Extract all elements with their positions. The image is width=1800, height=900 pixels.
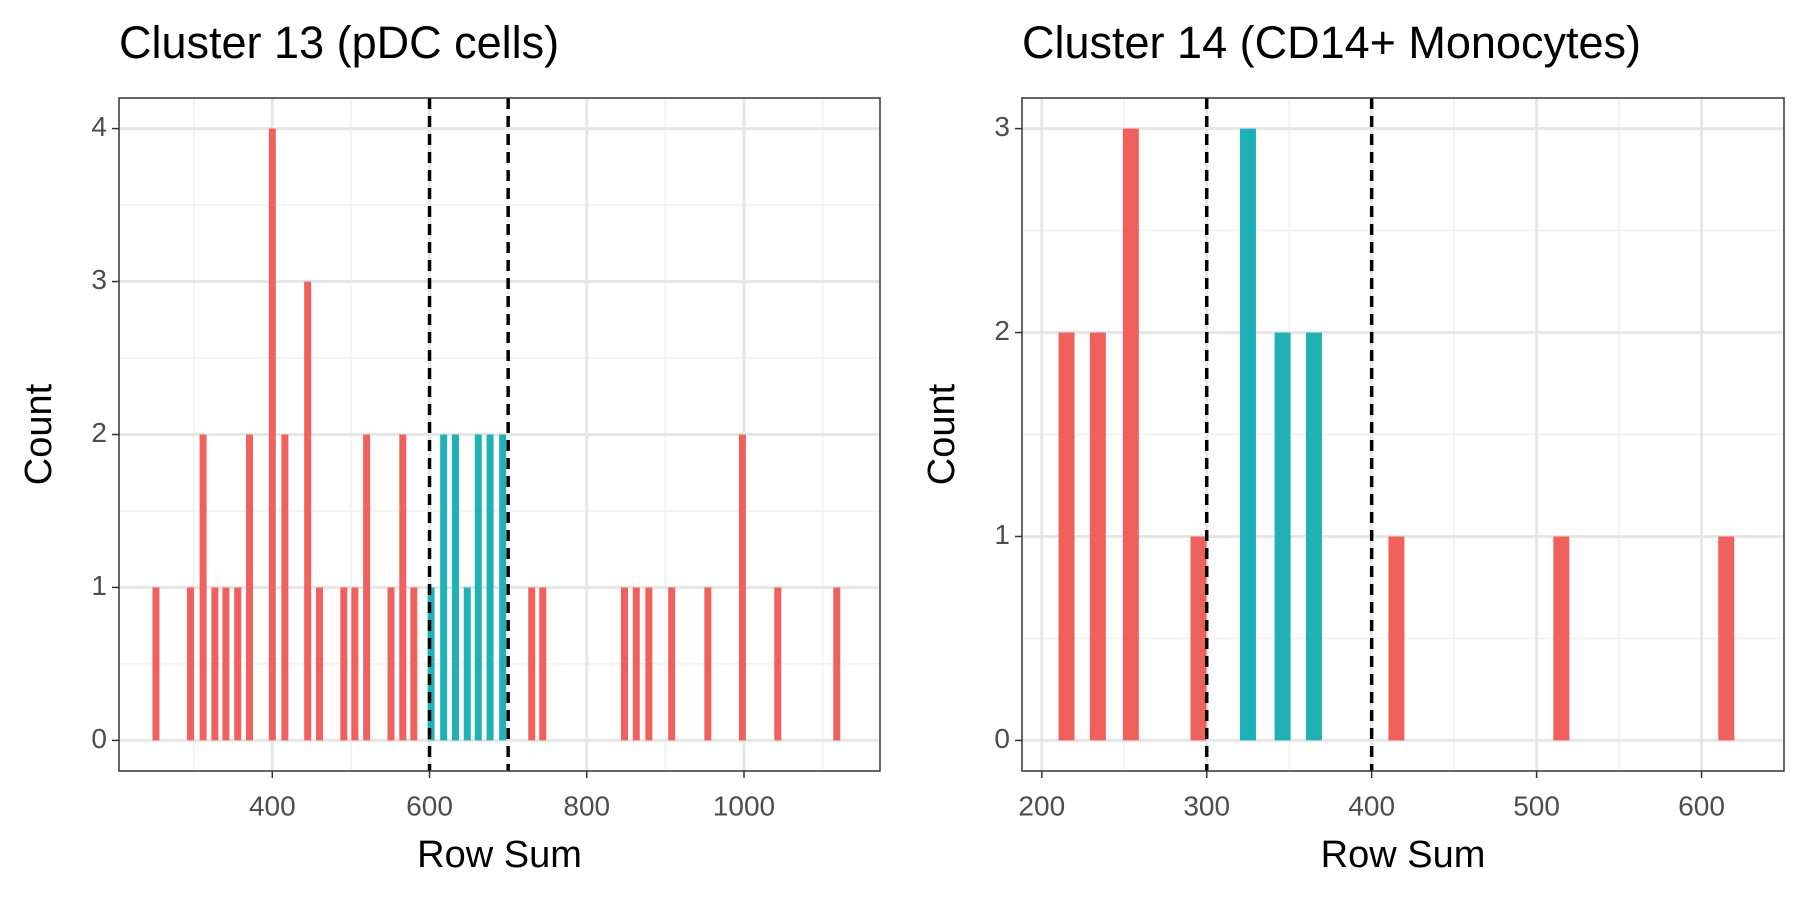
x-tick-label: 600 [406,790,453,821]
bar [363,434,371,741]
y-tick-label: 0 [994,723,1010,754]
bar [1274,332,1291,741]
bar [1089,332,1106,741]
bar [620,587,628,741]
bar [528,587,536,741]
y-tick-label: 1 [994,519,1010,550]
panel-border [1021,97,1785,772]
bar [645,587,653,741]
bar [704,587,712,741]
bar [304,281,312,741]
bar [1122,128,1139,741]
bar [1239,128,1256,741]
y-tick-label: 3 [91,264,107,295]
y-tick-label: 0 [91,723,107,754]
y-axis-label: Count [921,383,963,485]
bar [632,587,640,741]
bar [234,587,242,741]
x-tick-label: 1000 [713,790,775,821]
x-axis-label: Row Sum [1321,834,1486,876]
y-tick-label: 2 [91,417,107,448]
bar [199,434,207,741]
bar [246,434,254,741]
bar [486,434,494,741]
x-tick-label: 300 [1183,790,1230,821]
bar [1305,332,1322,741]
bar [399,434,407,741]
bar [268,128,276,741]
y-tick-label: 2 [994,315,1010,346]
bar [340,587,348,741]
chart-title: Cluster 14 (CD14+ Monocytes) [1022,17,1641,68]
x-tick-label: 400 [249,790,296,821]
bar [463,587,471,741]
bar [222,587,230,741]
x-tick-label: 400 [1348,790,1395,821]
panel-border [118,97,881,772]
bar [440,434,448,741]
bar [387,587,395,741]
bar [211,587,219,741]
bar [187,587,195,741]
bar [774,587,782,741]
bar [1718,536,1735,741]
bar [539,587,547,741]
bar [351,587,359,741]
x-axis-label: Row Sum [417,834,582,876]
x-tick-label: 600 [1678,790,1725,821]
bar [1553,536,1570,741]
bar [499,434,507,741]
y-tick-label: 3 [994,111,1010,142]
x-tick-label: 200 [1018,790,1065,821]
x-tick-label: 500 [1513,790,1560,821]
bar [1058,332,1075,741]
y-tick-label: 4 [91,111,107,142]
y-tick-label: 1 [91,570,107,601]
y-axis-label: Count [18,383,60,485]
bar [315,587,323,741]
bar [281,434,289,741]
bar [152,587,160,741]
bar [474,434,482,741]
bar [451,434,459,741]
bar [410,587,418,741]
bar [668,587,676,741]
bar [833,587,841,741]
bar [738,434,746,741]
chart-title: Cluster 13 (pDC cells) [119,17,559,68]
bar [1388,536,1405,741]
bar [1190,536,1207,741]
x-tick-label: 800 [563,790,610,821]
